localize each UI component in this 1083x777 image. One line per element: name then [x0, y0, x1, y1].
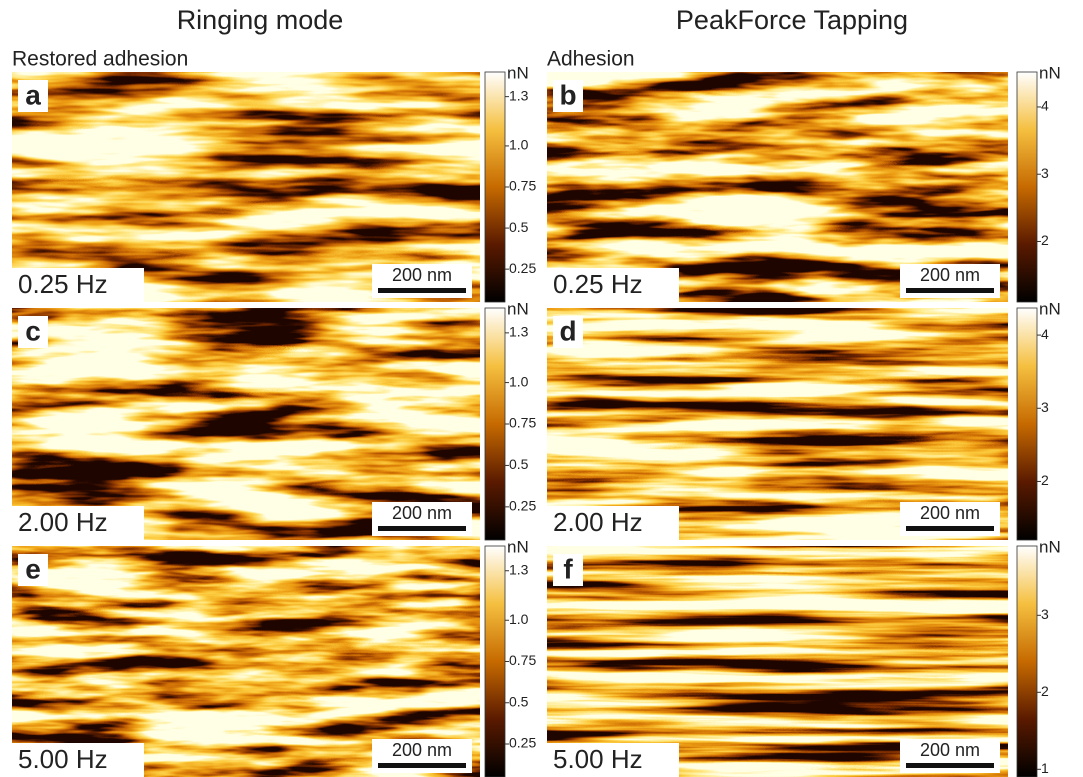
frequency-label: 5.00 Hz	[18, 744, 108, 774]
panel-letter: d	[559, 315, 576, 346]
colorbar-unit: nN	[507, 537, 529, 556]
colorbar-tick-label: 0.75	[509, 178, 536, 194]
colorbar-tick-label: 3	[1041, 399, 1049, 415]
frequency-label: 5.00 Hz	[553, 744, 643, 774]
scale-bar	[906, 763, 994, 768]
colorbar-unit: nN	[1039, 537, 1061, 556]
frequency-label: 0.25 Hz	[553, 269, 643, 299]
colorbar-tick-label: 4	[1041, 326, 1049, 342]
colorbar-tick-label: 0.25	[509, 260, 536, 276]
panel-letter: c	[25, 315, 41, 346]
scale-bar	[378, 288, 466, 293]
colorbar-tick-label: 1.3	[509, 324, 529, 340]
colorbar-tick-label: 2	[1041, 232, 1049, 248]
frequency-label: 0.25 Hz	[18, 269, 108, 299]
colorbar-tick-label: 0.5	[509, 219, 529, 235]
colorbar-tick-label: 0.75	[509, 652, 536, 668]
scale-bar-label: 200 nm	[920, 740, 980, 760]
colorbar	[1017, 308, 1037, 540]
scale-bar	[378, 526, 466, 531]
scale-bar-label: 200 nm	[920, 265, 980, 285]
column-subtitle: Restored adhesion	[12, 48, 188, 71]
colorbar	[485, 72, 505, 302]
colorbar	[485, 308, 505, 540]
colorbar-tick-label: 0.5	[509, 456, 529, 472]
colorbar-unit: nN	[1039, 299, 1061, 318]
scale-bar	[378, 763, 466, 768]
colorbar-tick-label: 3	[1041, 606, 1049, 622]
column-subtitle: Adhesion	[547, 48, 635, 71]
colorbar-tick-label: 1.3	[509, 87, 529, 103]
colorbar-tick-label: 0.75	[509, 415, 536, 431]
panel-letter: b	[559, 79, 576, 110]
scale-bar-label: 200 nm	[920, 503, 980, 523]
colorbar-tick-label: 1.0	[509, 611, 529, 627]
colorbar	[485, 546, 505, 777]
colorbar-tick-label: 0.25	[509, 735, 536, 751]
colorbar-tick-label: 2	[1041, 472, 1049, 488]
scale-bar-label: 200 nm	[392, 740, 452, 760]
colorbar-tick-label: 1.0	[509, 373, 529, 389]
panel-letter: e	[25, 553, 41, 584]
scale-bar-label: 200 nm	[392, 265, 452, 285]
colorbar-tick-label: 4	[1041, 98, 1049, 114]
column-title: Ringing mode	[177, 5, 344, 35]
scale-bar-label: 200 nm	[392, 503, 452, 523]
frequency-label: 2.00 Hz	[553, 507, 643, 537]
colorbar	[1017, 546, 1037, 777]
colorbar-tick-label: 0.25	[509, 498, 536, 514]
colorbar-tick-label: 3	[1041, 165, 1049, 181]
figure: Ringing mode PeakForce Tapping Restored …	[0, 0, 1083, 777]
colorbar-unit: nN	[507, 63, 529, 82]
colorbar-unit: nN	[1039, 63, 1061, 82]
colorbar-unit: nN	[507, 299, 529, 318]
column-title: PeakForce Tapping	[676, 5, 908, 35]
scale-bar	[906, 526, 994, 531]
colorbar	[1017, 72, 1037, 302]
scale-bar	[906, 288, 994, 293]
panel-letter: f	[563, 553, 573, 584]
colorbar-tick-label: 2	[1041, 683, 1049, 699]
frequency-label: 2.00 Hz	[18, 507, 108, 537]
panel-letter: a	[25, 79, 41, 110]
colorbar-tick-label: 1.3	[509, 561, 529, 577]
colorbar-tick-label: 0.5	[509, 693, 529, 709]
colorbar-tick-label: 1	[1041, 760, 1049, 776]
colorbar-tick-label: 1.0	[509, 137, 529, 153]
